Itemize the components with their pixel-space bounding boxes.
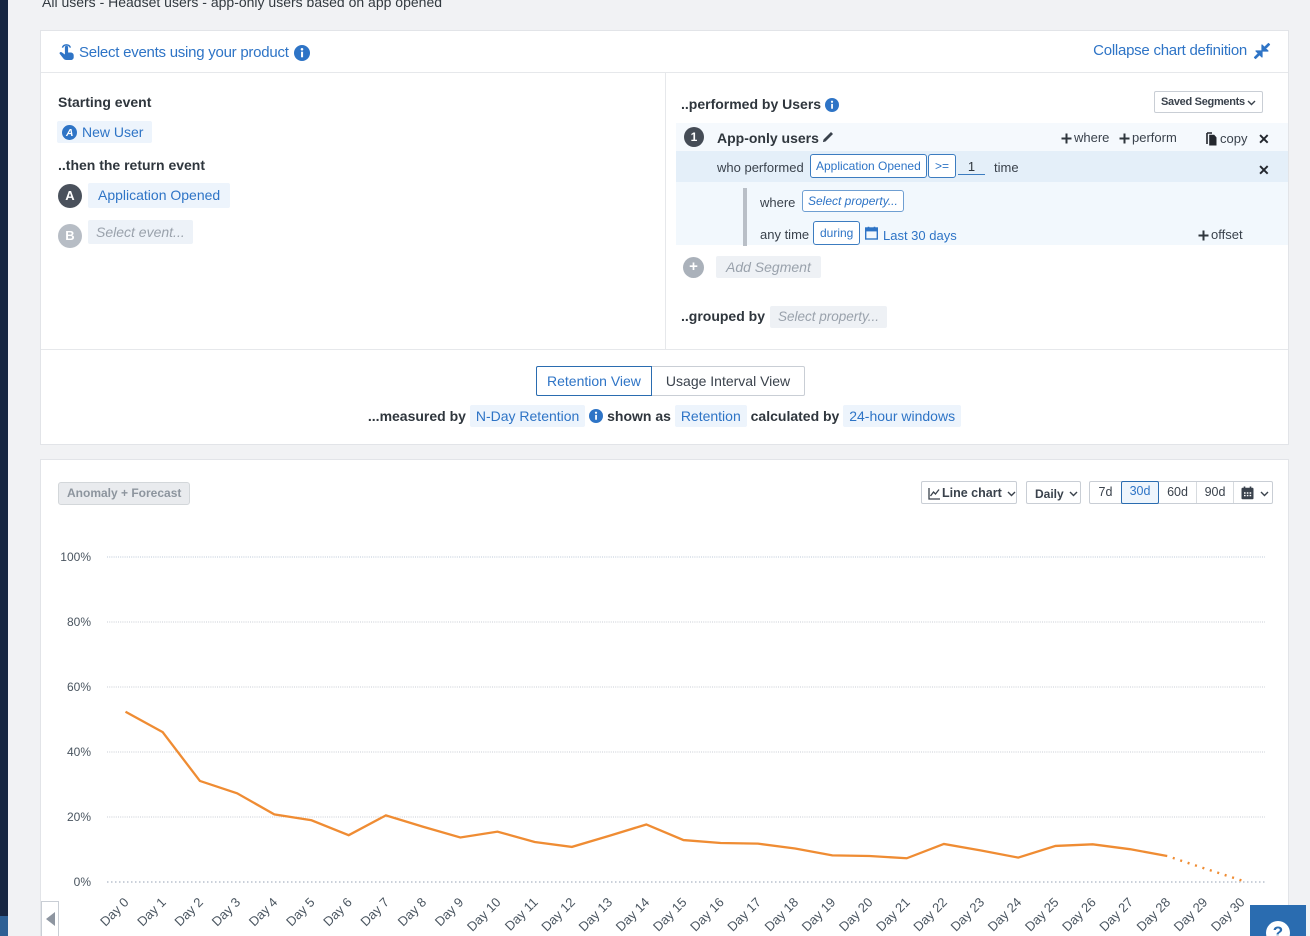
svg-text:Day 18: Day 18	[761, 895, 801, 935]
svg-text:Day 15: Day 15	[650, 895, 690, 935]
svg-text:100%: 100%	[60, 550, 91, 564]
svg-text:Day 2: Day 2	[171, 895, 206, 930]
svg-text:Day 3: Day 3	[209, 895, 244, 930]
svg-text:Day 0: Day 0	[97, 895, 132, 930]
svg-text:Day 24: Day 24	[985, 895, 1025, 935]
svg-text:Day 6: Day 6	[320, 895, 355, 930]
svg-text:60%: 60%	[67, 680, 91, 694]
svg-text:A: A	[65, 127, 73, 138]
svg-text:Day 16: Day 16	[687, 895, 727, 935]
svg-text:Day 27: Day 27	[1096, 895, 1136, 935]
svg-text:Day 5: Day 5	[283, 895, 318, 930]
svg-text:Day 29: Day 29	[1171, 895, 1211, 935]
svg-text:0%: 0%	[74, 875, 92, 889]
svg-text:Day 21: Day 21	[873, 895, 913, 935]
svg-text:Day 23: Day 23	[947, 895, 987, 935]
svg-text:Day 12: Day 12	[538, 895, 578, 935]
svg-text:Day 20: Day 20	[836, 895, 876, 935]
svg-text:Day 17: Day 17	[724, 895, 764, 935]
svg-text:Day 30: Day 30	[1208, 895, 1248, 935]
svg-text:Day 10: Day 10	[464, 895, 504, 935]
svg-text:Day 25: Day 25	[1022, 895, 1062, 935]
svg-text:80%: 80%	[67, 615, 91, 629]
svg-text:Day 7: Day 7	[357, 895, 392, 930]
svg-text:Day 4: Day 4	[246, 895, 281, 930]
svg-text:Day 8: Day 8	[395, 895, 430, 930]
svg-text:20%: 20%	[67, 810, 91, 824]
svg-text:Day 1: Day 1	[134, 895, 169, 930]
svg-text:Day 9: Day 9	[432, 895, 467, 930]
svg-text:Day 11: Day 11	[502, 895, 541, 934]
svg-text:Day 19: Day 19	[799, 895, 839, 935]
svg-text:Day 26: Day 26	[1059, 895, 1099, 935]
svg-text:Day 22: Day 22	[910, 895, 950, 935]
svg-text:40%: 40%	[67, 745, 91, 759]
svg-text:Day 28: Day 28	[1133, 895, 1173, 935]
svg-text:Day 14: Day 14	[613, 895, 653, 935]
svg-text:Day 13: Day 13	[575, 895, 615, 935]
